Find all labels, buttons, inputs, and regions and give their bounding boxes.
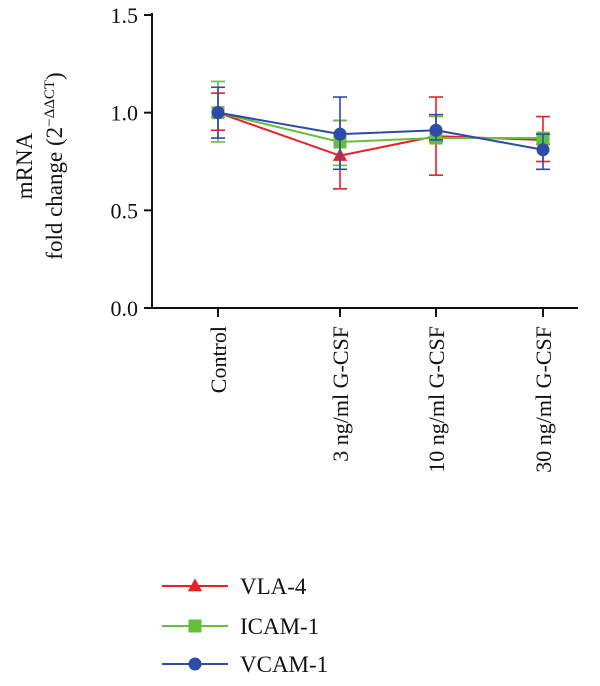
y-axis-title-superscript: −ΔΔCT <box>42 80 58 127</box>
x-tick-label: 10 ng/ml G-CSF <box>424 326 449 473</box>
series-line <box>217 111 544 157</box>
y-axis-title-line2: fold change (2−ΔΔCT) <box>42 72 67 259</box>
y-axis-title-line1: mRNA <box>12 132 37 199</box>
legend: VLA-4 ICAM-1 VCAM-1 <box>162 574 328 677</box>
legend-label: ICAM-1 <box>240 614 319 639</box>
y-axis-title-prefix: fold change (2 <box>42 127 67 260</box>
data-point <box>429 123 443 137</box>
series-icam-1 <box>211 80 550 167</box>
axes <box>151 13 578 309</box>
legend-marker <box>187 578 203 592</box>
legend-marker <box>188 619 202 633</box>
series-line <box>217 111 544 151</box>
legend-label: VLA-4 <box>240 574 307 599</box>
data-point <box>211 106 225 120</box>
y-tick-label: 1.0 <box>111 101 139 126</box>
series-vcam-1 <box>211 86 550 171</box>
y-tick-label: 1.5 <box>111 3 139 28</box>
y-axis-title-suffix: ) <box>42 72 67 80</box>
series-layer <box>210 80 551 190</box>
legend-item: VCAM-1 <box>162 652 328 677</box>
series-line <box>217 111 543 143</box>
x-ticks: Control 3 ng/ml G-CSF 10 ng/ml G-CSF 30 ng/… <box>206 308 556 473</box>
legend-item: VLA-4 <box>162 574 307 599</box>
legend-marker <box>188 657 202 671</box>
x-tick-label: 3 ng/ml G-CSF <box>328 326 353 462</box>
x-tick-label: Control <box>206 326 231 393</box>
y-ticks: 0.0 0.5 1.0 1.5 <box>111 3 152 321</box>
legend-label: VCAM-1 <box>240 652 328 677</box>
data-point <box>536 143 550 157</box>
x-tick-label: 30 ng/ml G-CSF <box>531 326 556 473</box>
y-tick-label: 0.5 <box>111 198 139 223</box>
legend-item: ICAM-1 <box>162 614 319 639</box>
data-point <box>333 127 347 141</box>
y-tick-label: 0.0 <box>111 296 139 321</box>
